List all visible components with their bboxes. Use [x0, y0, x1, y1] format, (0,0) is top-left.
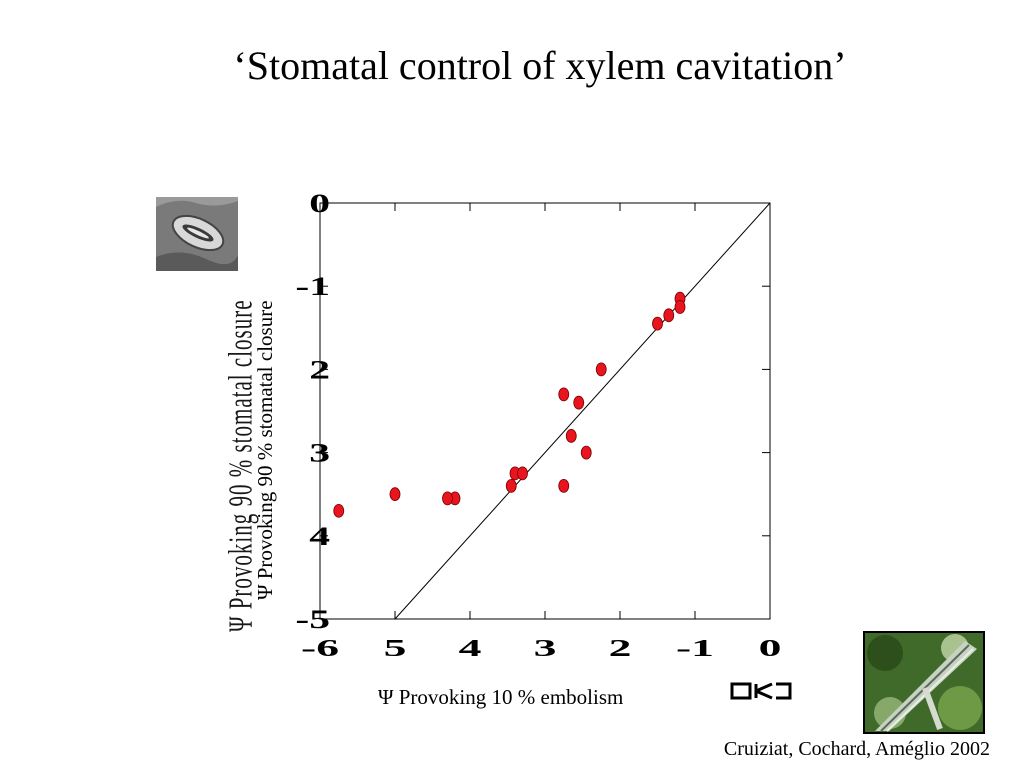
y-tick-label: -1 [295, 272, 330, 301]
x-tick-label: 5 [384, 635, 407, 661]
x-axis-label-ghost [730, 682, 792, 700]
y-tick-label: 0 [309, 189, 330, 218]
y-tick-label: -5 [295, 605, 330, 634]
data-point [675, 301, 685, 314]
citation: Cruiziat, Cochard, Améglio 2002 [724, 738, 990, 761]
data-point [518, 467, 528, 480]
one-to-one-line [395, 203, 770, 619]
data-point [664, 309, 674, 322]
y-tick-labels: 0 -1 2 3 4 -5 [295, 189, 330, 634]
data-point [581, 446, 591, 459]
data-point [566, 429, 576, 442]
y-tick-label: 4 [309, 522, 330, 551]
x-tick-labels: -6 5 4 3 2 -1 0 [301, 635, 781, 661]
x-tick-label: 0 [759, 635, 782, 661]
y-tick-label: 2 [309, 355, 330, 384]
x-tick-label: -6 [301, 635, 339, 661]
y-axis-label-ghost: Ψ Provoking 90 % stomatal closure [221, 299, 261, 632]
y-tick-label: 3 [309, 438, 330, 467]
chart-axes [320, 203, 770, 619]
data-point [653, 317, 663, 330]
reference-line [395, 203, 770, 619]
x-tick-label: 4 [459, 635, 482, 661]
x-tick-label: 2 [609, 635, 632, 661]
x-tick-label: -1 [676, 635, 714, 661]
data-point [506, 479, 516, 492]
data-point [596, 363, 606, 376]
data-point [443, 492, 453, 505]
plot-frame [320, 203, 770, 619]
x-tick-label: 3 [534, 635, 557, 661]
data-point [574, 396, 584, 409]
data-point [390, 488, 400, 501]
x-axis-label: Ψ Provoking 10 % embolism [378, 685, 623, 710]
data-point [559, 479, 569, 492]
data-point [559, 388, 569, 401]
data-point [334, 504, 344, 517]
data-points [334, 292, 685, 517]
